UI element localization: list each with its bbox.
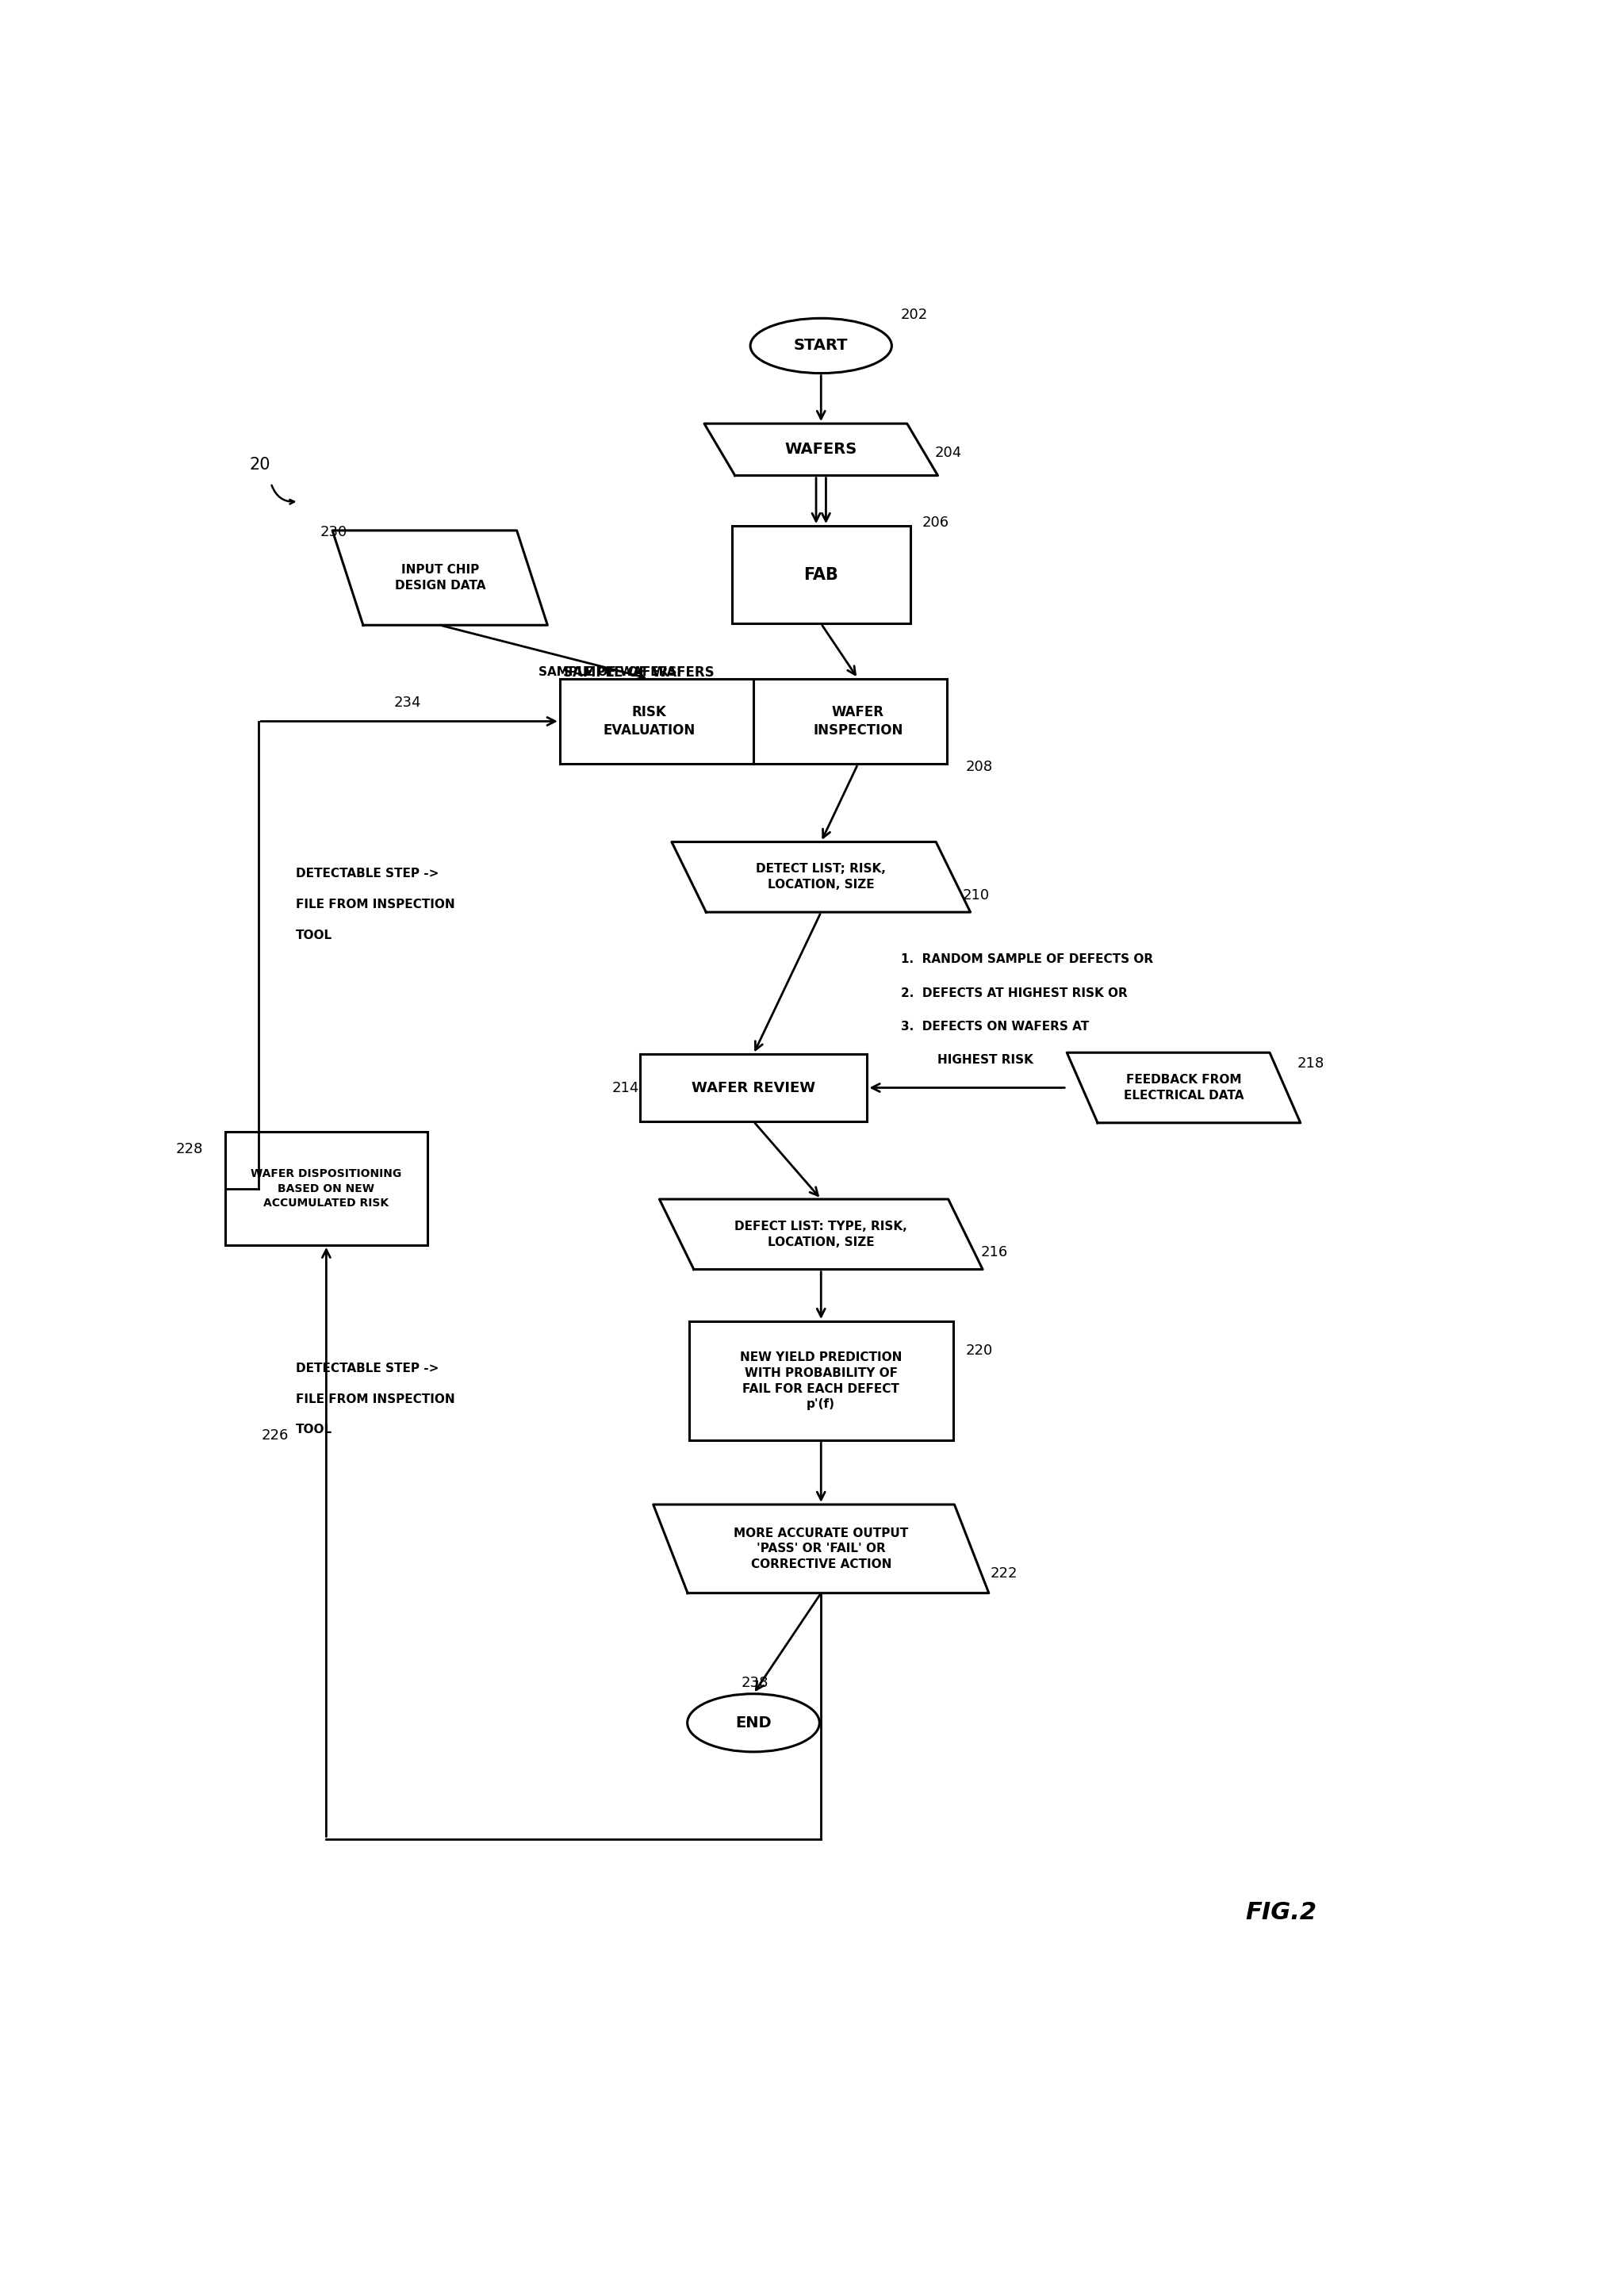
Text: DETECTABLE STEP ->: DETECTABLE STEP -> — [295, 1364, 439, 1375]
Text: 206: 206 — [923, 517, 950, 530]
Text: 234: 234 — [394, 696, 421, 709]
Text: WAFERS: WAFERS — [785, 443, 857, 457]
Text: 202: 202 — [900, 308, 928, 321]
Text: 238: 238 — [742, 1676, 769, 1690]
Text: SAMPLE OF WAFERS: SAMPLE OF WAFERS — [562, 666, 714, 680]
Text: WAFER DISPOSITIONING
BASED ON NEW
ACCUMULATED RISK: WAFER DISPOSITIONING BASED ON NEW ACCUMU… — [252, 1169, 402, 1208]
Text: 208: 208 — [966, 760, 993, 774]
Text: DETECTABLE STEP ->: DETECTABLE STEP -> — [295, 868, 439, 879]
Text: INPUT CHIP
DESIGN DATA: INPUT CHIP DESIGN DATA — [394, 565, 485, 592]
Text: 1.  RANDOM SAMPLE OF DEFECTS OR: 1. RANDOM SAMPLE OF DEFECTS OR — [900, 953, 1153, 964]
Text: DETECT LIST; RISK,
LOCATION, SIZE: DETECT LIST; RISK, LOCATION, SIZE — [756, 863, 886, 891]
Bar — [559, 680, 947, 765]
Text: 20: 20 — [250, 457, 271, 473]
Text: RISK
EVALUATION: RISK EVALUATION — [602, 705, 695, 737]
Text: 230: 230 — [320, 526, 348, 540]
Text: WAFER REVIEW: WAFER REVIEW — [692, 1081, 815, 1095]
Bar — [224, 1132, 428, 1244]
Text: MORE ACCURATE OUTPUT
'PASS' OR 'FAIL' OR
CORRECTIVE ACTION: MORE ACCURATE OUTPUT 'PASS' OR 'FAIL' OR… — [734, 1527, 908, 1570]
Text: END: END — [735, 1715, 772, 1731]
Bar — [689, 1320, 953, 1440]
Text: 226: 226 — [261, 1428, 288, 1442]
Text: NEW YIELD PREDICTION
WITH PROBABILITY OF
FAIL FOR EACH DEFECT
p'(f): NEW YIELD PREDICTION WITH PROBABILITY OF… — [740, 1352, 902, 1410]
Text: FILE FROM INSPECTION: FILE FROM INSPECTION — [295, 898, 455, 912]
Text: HIGHEST RISK: HIGHEST RISK — [937, 1054, 1033, 1065]
Text: FEEDBACK FROM
ELECTRICAL DATA: FEEDBACK FROM ELECTRICAL DATA — [1123, 1075, 1243, 1102]
Text: FIG.2: FIG.2 — [1245, 1901, 1317, 1924]
Text: FAB: FAB — [804, 567, 838, 583]
Text: 220: 220 — [966, 1343, 993, 1357]
Text: START: START — [795, 338, 847, 354]
Bar — [639, 1054, 867, 1120]
Text: 216: 216 — [980, 1244, 1008, 1261]
Text: DEFECT LIST: TYPE, RISK,
LOCATION, SIZE: DEFECT LIST: TYPE, RISK, LOCATION, SIZE — [735, 1221, 907, 1249]
Bar — [732, 526, 910, 625]
Text: 218: 218 — [1298, 1056, 1325, 1070]
Text: FILE FROM INSPECTION: FILE FROM INSPECTION — [295, 1394, 455, 1405]
Text: TOOL: TOOL — [295, 930, 332, 941]
Text: 222: 222 — [990, 1566, 1017, 1580]
Text: 3.  DEFECTS ON WAFERS AT: 3. DEFECTS ON WAFERS AT — [900, 1022, 1089, 1033]
Text: 204: 204 — [934, 445, 961, 459]
Text: 2.  DEFECTS AT HIGHEST RISK OR: 2. DEFECTS AT HIGHEST RISK OR — [900, 987, 1128, 999]
Text: 228: 228 — [176, 1141, 203, 1155]
Text: WAFER
INSPECTION: WAFER INSPECTION — [812, 705, 904, 737]
Text: 210: 210 — [963, 889, 990, 902]
Text: 214: 214 — [612, 1081, 639, 1095]
Text: TOOL: TOOL — [295, 1424, 332, 1435]
Text: SAMPLE OF WAFERS: SAMPLE OF WAFERS — [538, 666, 676, 677]
